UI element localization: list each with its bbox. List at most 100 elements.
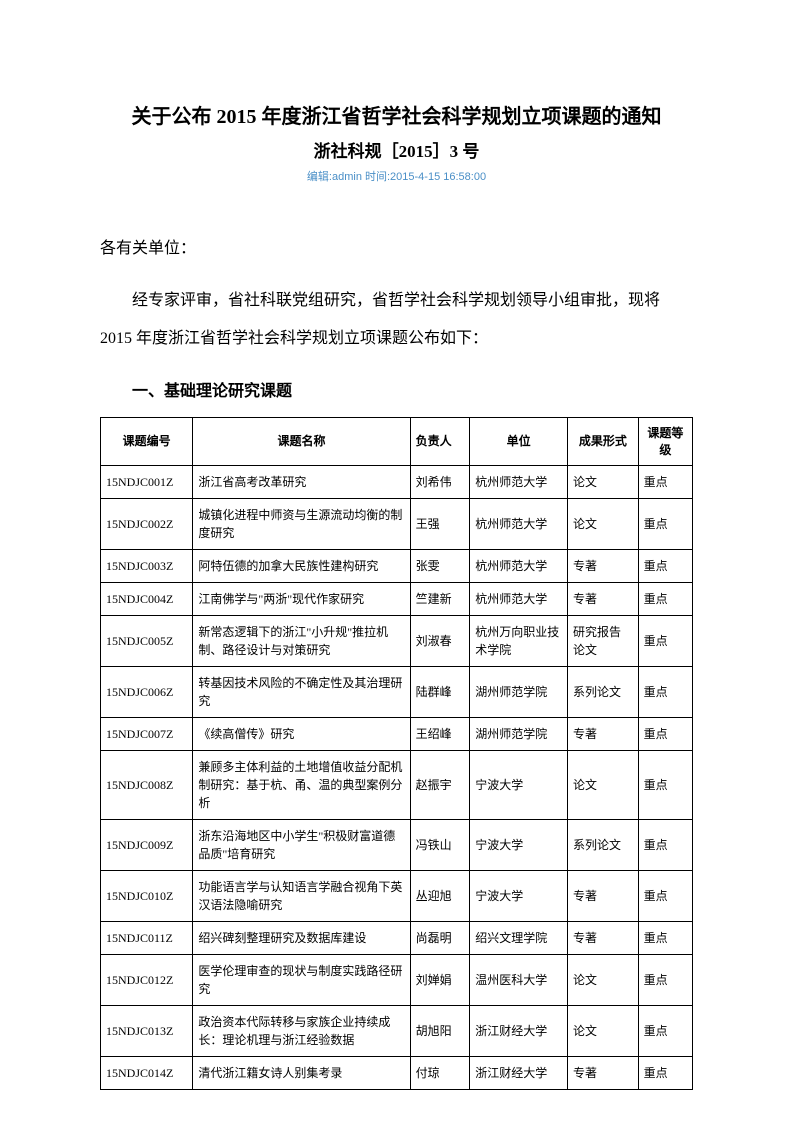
table-cell: 功能语言学与认知语言学融合视角下英汉语法隐喻研究 [193, 871, 410, 922]
table-cell: 宁波大学 [470, 751, 568, 820]
table-cell: 重点 [638, 871, 692, 922]
table-cell: 重点 [638, 922, 692, 955]
table-row: 15NDJC002Z城镇化进程中师资与生源流动均衡的制度研究王强杭州师范大学论文… [101, 499, 693, 550]
table-row: 15NDJC008Z兼顾多主体利益的土地增值收益分配机制研究：基于杭、甬、温的典… [101, 751, 693, 820]
table-row: 15NDJC007Z《续高僧传》研究王绍峰湖州师范学院专著重点 [101, 718, 693, 751]
table-cell: 重点 [638, 955, 692, 1006]
table-cell: 杭州师范大学 [470, 499, 568, 550]
table-cell: 政治资本代际转移与家族企业持续成长：理论机理与浙江经验数据 [193, 1006, 410, 1057]
table-cell: 重点 [638, 616, 692, 667]
table-cell: 15NDJC009Z [101, 820, 193, 871]
col-header-result: 成果形式 [568, 417, 639, 466]
table-cell: 重点 [638, 1057, 692, 1090]
table-cell: 重点 [638, 550, 692, 583]
table-row: 15NDJC003Z阿特伍德的加拿大民族性建构研究张雯杭州师范大学专著重点 [101, 550, 693, 583]
table-header-row: 课题编号 课题名称 负责人 单位 成果形式 课题等级 [101, 417, 693, 466]
greeting-text: 各有关单位： [100, 234, 693, 258]
table-row: 15NDJC009Z浙东沿海地区中小学生"积极财富道德品质"培育研究冯铁山宁波大… [101, 820, 693, 871]
table-row: 15NDJC014Z清代浙江籍女诗人别集考录付琼浙江财经大学专著重点 [101, 1057, 693, 1090]
table-cell: 尚磊明 [410, 922, 470, 955]
table-cell: 杭州万向职业技术学院 [470, 616, 568, 667]
table-cell: 刘淑春 [410, 616, 470, 667]
table-cell: 论文 [568, 499, 639, 550]
col-header-name: 课题名称 [193, 417, 410, 466]
col-header-unit: 单位 [470, 417, 568, 466]
table-cell: 15NDJC005Z [101, 616, 193, 667]
table-row: 15NDJC005Z新常态逻辑下的浙江"小升规"推拉机制、路径设计与对策研究刘淑… [101, 616, 693, 667]
table-cell: 城镇化进程中师资与生源流动均衡的制度研究 [193, 499, 410, 550]
document-meta: 编辑:admin 时间:2015-4-15 16:58:00 [100, 168, 693, 184]
table-cell: 重点 [638, 718, 692, 751]
table-cell: 研究报告论文 [568, 616, 639, 667]
table-cell: 浙东沿海地区中小学生"积极财富道德品质"培育研究 [193, 820, 410, 871]
table-cell: 15NDJC002Z [101, 499, 193, 550]
table-cell: 新常态逻辑下的浙江"小升规"推拉机制、路径设计与对策研究 [193, 616, 410, 667]
table-cell: 15NDJC010Z [101, 871, 193, 922]
table-cell: 胡旭阳 [410, 1006, 470, 1057]
table-cell: 重点 [638, 667, 692, 718]
table-cell: 绍兴文理学院 [470, 922, 568, 955]
table-cell: 阿特伍德的加拿大民族性建构研究 [193, 550, 410, 583]
table-row: 15NDJC010Z功能语言学与认知语言学融合视角下英汉语法隐喻研究丛迎旭宁波大… [101, 871, 693, 922]
table-cell: 专著 [568, 718, 639, 751]
table-cell: 15NDJC007Z [101, 718, 193, 751]
table-cell: 湖州师范学院 [470, 718, 568, 751]
table-cell: 医学伦理审查的现状与制度实践路径研究 [193, 955, 410, 1006]
table-cell: 15NDJC004Z [101, 583, 193, 616]
table-row: 15NDJC013Z政治资本代际转移与家族企业持续成长：理论机理与浙江经验数据胡… [101, 1006, 693, 1057]
section-heading: 一、基础理论研究课题 [100, 377, 693, 401]
table-cell: 刘婵娟 [410, 955, 470, 1006]
table-cell: 江南佛学与"两浙"现代作家研究 [193, 583, 410, 616]
table-row: 15NDJC006Z转基因技术风险的不确定性及其治理研究陆群峰湖州师范学院系列论… [101, 667, 693, 718]
table-cell: 论文 [568, 466, 639, 499]
table-cell: 15NDJC006Z [101, 667, 193, 718]
table-cell: 专著 [568, 871, 639, 922]
col-header-level: 课题等级 [638, 417, 692, 466]
table-cell: 15NDJC008Z [101, 751, 193, 820]
table-cell: 《续高僧传》研究 [193, 718, 410, 751]
table-cell: 重点 [638, 1006, 692, 1057]
table-cell: 赵振宇 [410, 751, 470, 820]
table-cell: 15NDJC011Z [101, 922, 193, 955]
table-cell: 15NDJC003Z [101, 550, 193, 583]
table-cell: 王绍峰 [410, 718, 470, 751]
table-cell: 重点 [638, 751, 692, 820]
table-cell: 重点 [638, 499, 692, 550]
table-cell: 清代浙江籍女诗人别集考录 [193, 1057, 410, 1090]
table-cell: 宁波大学 [470, 871, 568, 922]
table-row: 15NDJC012Z医学伦理审查的现状与制度实践路径研究刘婵娟温州医科大学论文重… [101, 955, 693, 1006]
table-cell: 刘希伟 [410, 466, 470, 499]
table-row: 15NDJC001Z浙江省高考改革研究刘希伟杭州师范大学论文重点 [101, 466, 693, 499]
table-cell: 冯铁山 [410, 820, 470, 871]
table-cell: 15NDJC012Z [101, 955, 193, 1006]
table-cell: 陆群峰 [410, 667, 470, 718]
col-header-id: 课题编号 [101, 417, 193, 466]
document-title: 关于公布 2015 年度浙江省哲学社会科学规划立项课题的通知 [100, 100, 693, 129]
table-cell: 15NDJC014Z [101, 1057, 193, 1090]
table-cell: 杭州师范大学 [470, 550, 568, 583]
table-cell: 转基因技术风险的不确定性及其治理研究 [193, 667, 410, 718]
table-cell: 浙江财经大学 [470, 1057, 568, 1090]
table-cell: 杭州师范大学 [470, 583, 568, 616]
table-cell: 专著 [568, 922, 639, 955]
table-cell: 浙江财经大学 [470, 1006, 568, 1057]
table-cell: 宁波大学 [470, 820, 568, 871]
table-cell: 湖州师范学院 [470, 667, 568, 718]
table-cell: 重点 [638, 820, 692, 871]
table-cell: 专著 [568, 1057, 639, 1090]
table-cell: 15NDJC013Z [101, 1006, 193, 1057]
table-cell: 论文 [568, 1006, 639, 1057]
table-cell: 绍兴碑刻整理研究及数据库建设 [193, 922, 410, 955]
table-cell: 重点 [638, 583, 692, 616]
table-cell: 专著 [568, 583, 639, 616]
table-cell: 张雯 [410, 550, 470, 583]
table-cell: 论文 [568, 955, 639, 1006]
table-cell: 竺建新 [410, 583, 470, 616]
document-subtitle: 浙社科规［2015］3 号 [100, 137, 693, 162]
table-cell: 论文 [568, 751, 639, 820]
table-cell: 杭州师范大学 [470, 466, 568, 499]
table-cell: 王强 [410, 499, 470, 550]
table-cell: 系列论文 [568, 667, 639, 718]
body-paragraph: 经专家评审，省社科联党组研究，省哲学社会科学规划领导小组审批，现将 2015 年… [100, 282, 693, 359]
table-cell: 浙江省高考改革研究 [193, 466, 410, 499]
